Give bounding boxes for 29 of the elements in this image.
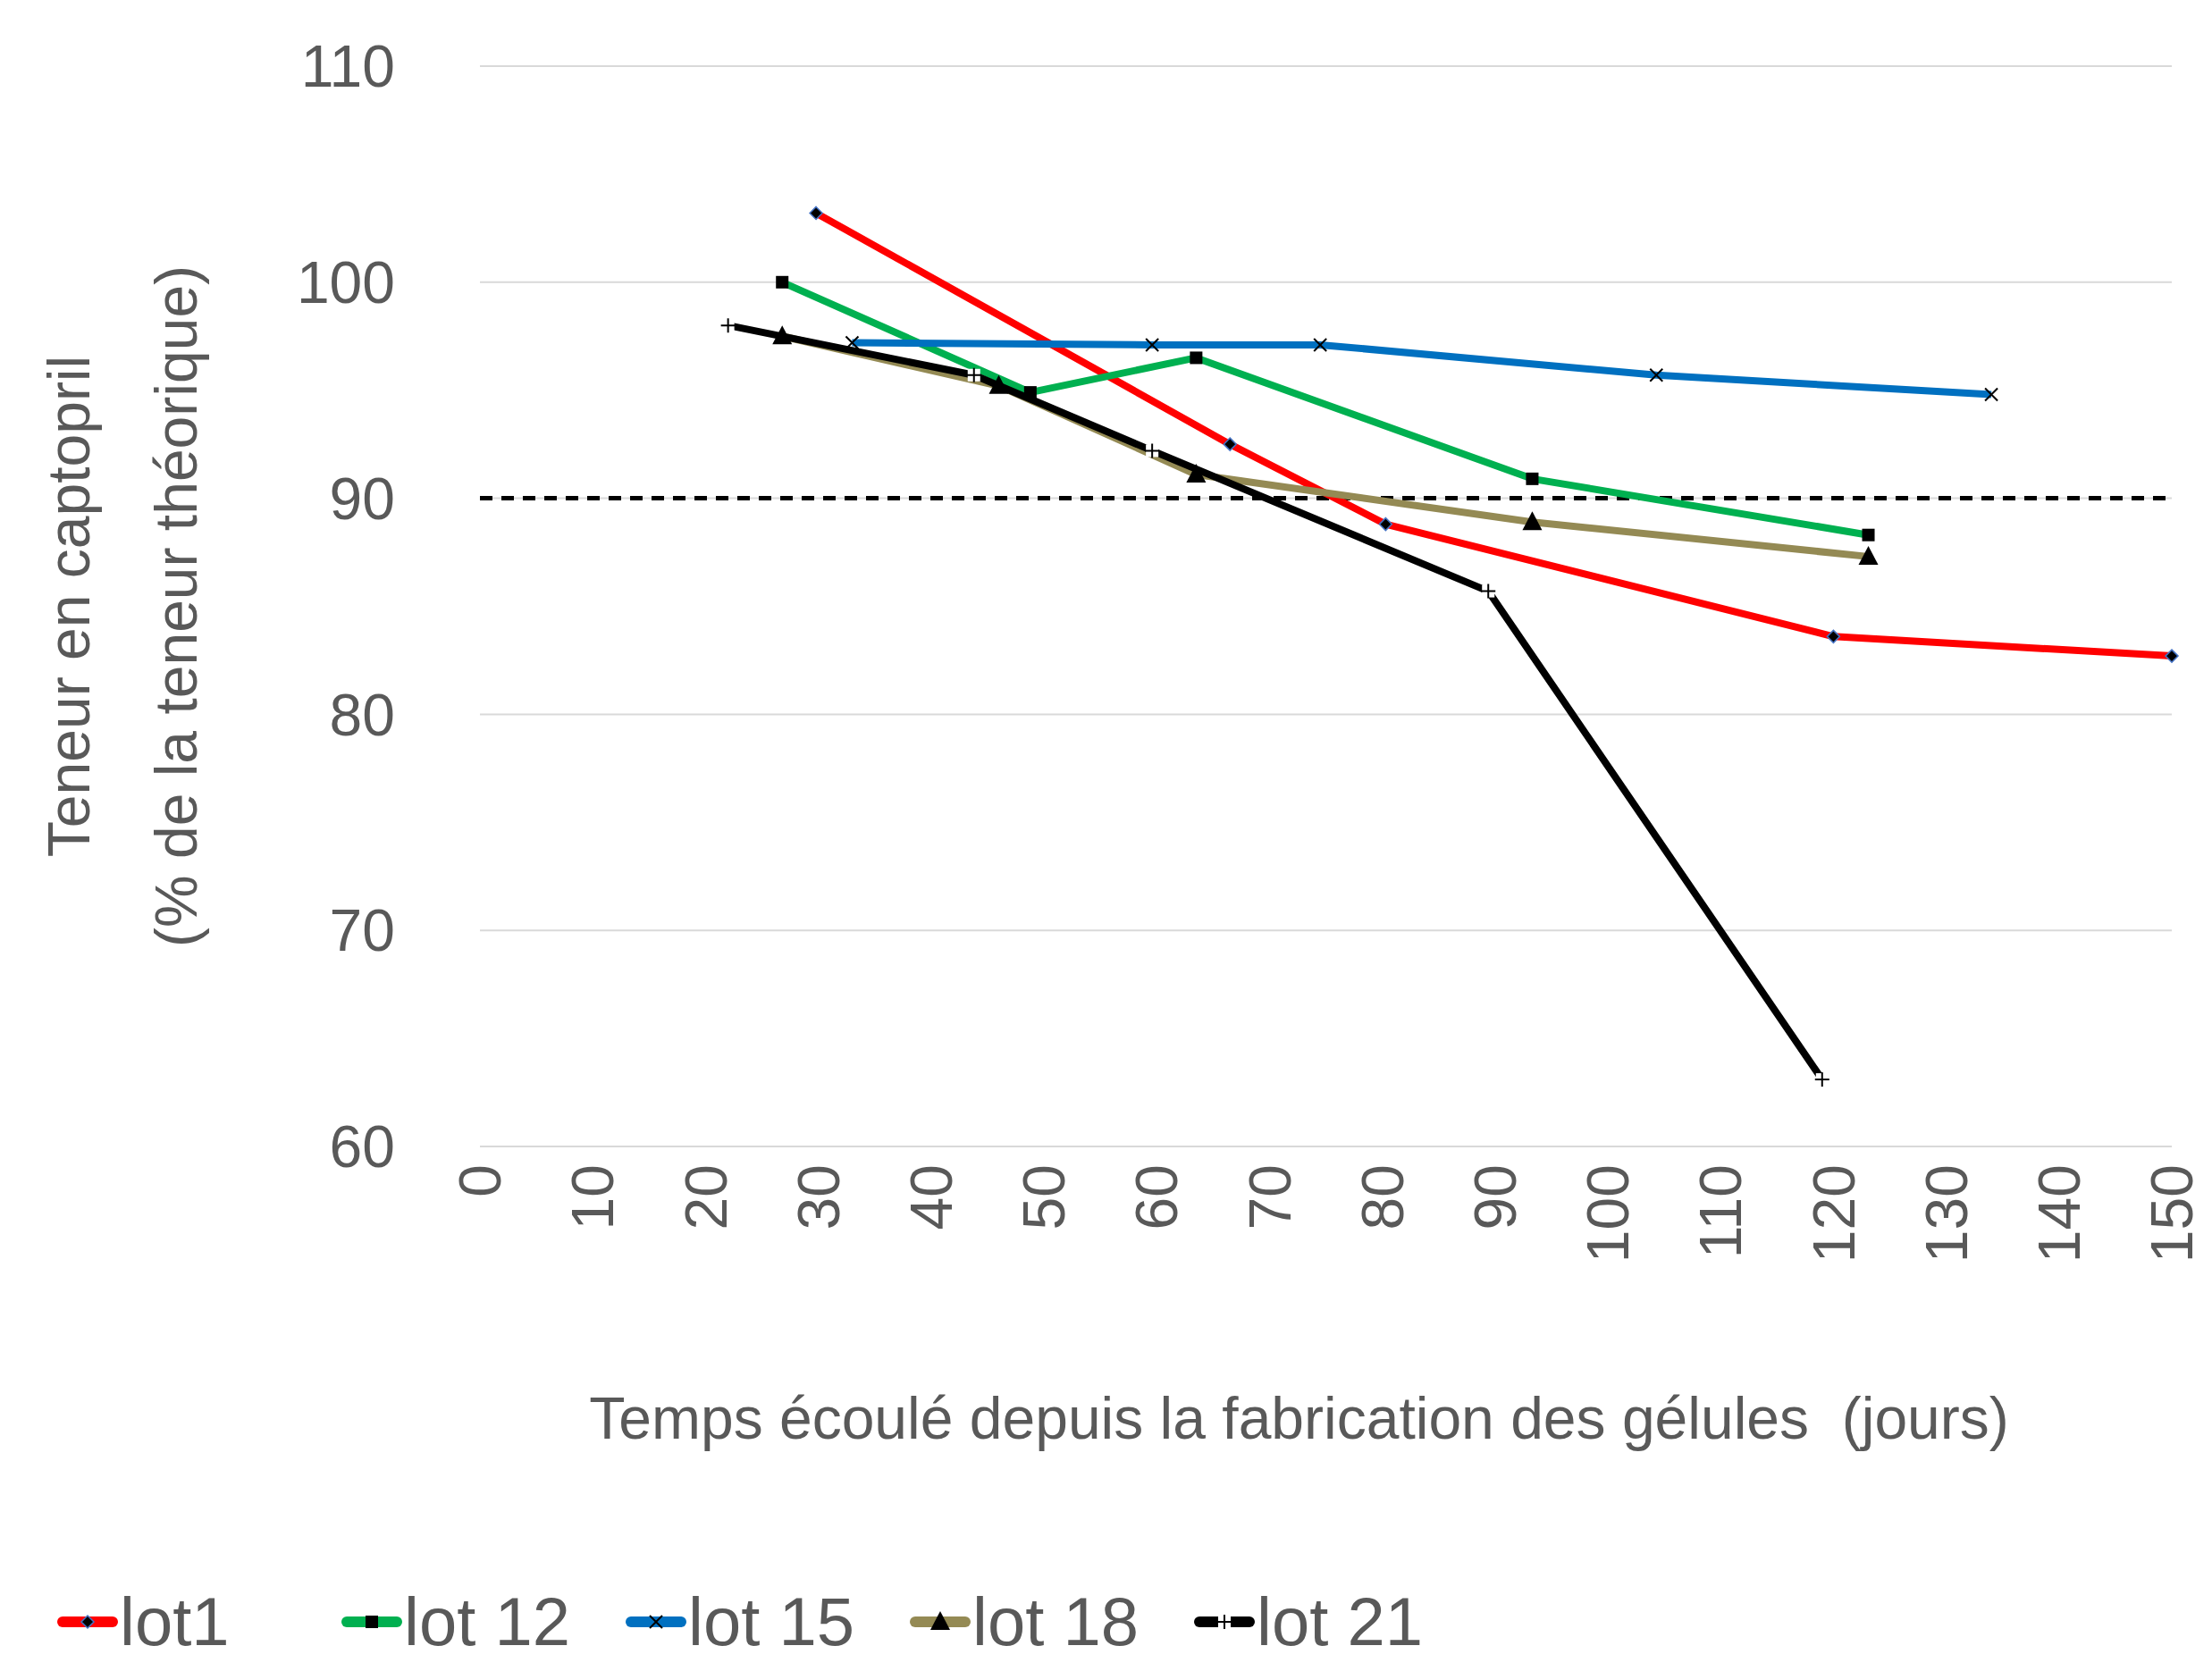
legend-label: lot 15 — [688, 1583, 854, 1659]
x-tick-label: 70 — [1236, 1164, 1303, 1230]
legend-label: lot 12 — [404, 1583, 570, 1659]
x-tick-label: 130 — [1913, 1164, 1980, 1264]
y-tick-label: 90 — [329, 465, 395, 532]
y-tick-label: 80 — [329, 681, 395, 748]
x-tick-label: 100 — [1575, 1164, 1642, 1264]
x-tick-label: 90 — [1461, 1164, 1528, 1230]
y-tick-label: 60 — [329, 1113, 395, 1180]
x-tick-label: 0 — [447, 1164, 514, 1197]
legend-label: lot 18 — [972, 1583, 1139, 1659]
x-tick-label: 80 — [1349, 1164, 1416, 1230]
legend-label: lot 21 — [1257, 1583, 1423, 1659]
x-tick-label: 140 — [2025, 1164, 2092, 1264]
x-tick-label: 150 — [2139, 1164, 2206, 1264]
y-tick-label: 110 — [300, 33, 395, 100]
x-tick-label: 40 — [897, 1164, 964, 1230]
legend-label: lot1 — [120, 1583, 230, 1659]
x-tick-label: 120 — [1800, 1164, 1867, 1264]
y-tick-label: 100 — [296, 248, 395, 315]
x-tick-label: 50 — [1011, 1164, 1078, 1230]
x-tick-label: 30 — [785, 1164, 852, 1230]
x-axis-title: Temps écoulé depuis la fabrication des gélules (jours) — [589, 1385, 2009, 1451]
x-tick-label: 10 — [559, 1164, 627, 1230]
x-tick-label: 110 — [1687, 1164, 1754, 1259]
y-tick-label: 70 — [329, 897, 395, 964]
y-axis-title: Teneur en captopril (% de la teneur théorique) — [36, 265, 209, 948]
x-tick-label: 20 — [672, 1164, 739, 1230]
x-tick-label: 60 — [1123, 1164, 1190, 1230]
